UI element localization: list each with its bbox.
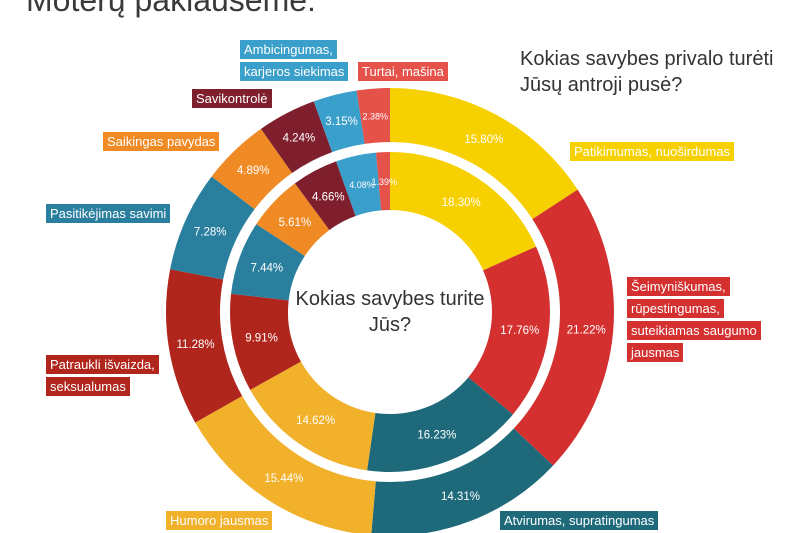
legend-label-line: Turtai, mašina: [358, 62, 448, 81]
legend-label: Ambicingumas, karjeros siekimas: [240, 40, 349, 84]
inner-ring-segment-2: [367, 377, 513, 472]
legend-label: Pasitikėjimas savimi: [46, 204, 171, 226]
outer-ring-segment-0: [390, 88, 578, 220]
legend-label-line: Pasitikėjimas savimi: [46, 204, 171, 223]
inner-ring-title: Kokias savybes turite Jūs?: [295, 288, 485, 336]
legend-label: Šeimyniškumas, rūpestingumas, suteikiamas …: [627, 277, 761, 365]
inner-ring-value-label: 4.08%: [349, 180, 375, 190]
outer-ring-segment-1: [513, 189, 614, 466]
inner-ring-segment-8: [336, 152, 382, 216]
inner-ring-segment-7: [294, 161, 356, 230]
outer-ring-segment-9: [356, 88, 390, 144]
inner-ring-value-label: 9.91%: [245, 333, 278, 345]
inner-ring-segment-9: [376, 152, 390, 211]
legend-label: Savikontrolė: [192, 89, 272, 111]
legend-label-line: Saikingas pavydas: [103, 132, 220, 151]
outer-ring-segment-4: [166, 269, 243, 423]
inner-ring-value-label: 17.76%: [500, 325, 539, 337]
legend-label-line: rūpestingumas,: [627, 299, 724, 318]
page-title: Moterų paklausėme:: [26, 0, 316, 18]
inner-ring-segment-1: [468, 246, 550, 415]
inner-ring-value-label: 14.62%: [296, 415, 335, 427]
outer-ring-title: Kokias savybes privalo turėti Jūsų antro…: [520, 48, 774, 96]
legend-label: Humoro jausmas: [166, 511, 273, 533]
inner-ring-value-label: 7.44%: [251, 262, 284, 274]
legend-label-line: seksualumas: [46, 377, 130, 396]
outer-ring-segment-2: [371, 428, 554, 533]
outer-ring-segment-6: [211, 128, 293, 210]
outer-ring-segment-5: [170, 176, 255, 280]
legend-label-line: suteikiamas saugumo: [627, 321, 761, 340]
legend-label: Turtai, mašina: [358, 62, 448, 84]
legend-label-line: Ambicingumas,: [240, 40, 337, 59]
legend-label-line: jausmas: [627, 343, 684, 362]
inner-ring-value-label: 1.39%: [372, 177, 398, 187]
inner-ring-segment-5: [231, 224, 305, 301]
legend-label: Atvirumas, supratingumas: [500, 511, 659, 533]
legend-label-line: Šeimyniškumas,: [627, 277, 730, 296]
inner-ring-segment-0: [390, 152, 537, 271]
legend-label-line: Atvirumas, supratingumas: [500, 511, 659, 530]
outer-ring-segment-3: [195, 395, 376, 533]
outer-ring-value-label: 11.28%: [177, 339, 215, 351]
legend-label-line: Patraukli išvaizda,: [46, 355, 159, 374]
outer-ring-segment-8: [313, 90, 365, 153]
inner-ring-value-label: 18.30%: [442, 197, 481, 209]
outer-ring-value-label: 4.24%: [283, 132, 316, 144]
outer-ring-value-label: 3.15%: [325, 116, 358, 128]
legend-label: Patraukli išvaizda, seksualumas: [46, 355, 159, 399]
inner-ring-value-label: 5.61%: [279, 217, 312, 229]
outer-ring-value-label: 7.28%: [194, 227, 227, 239]
outer-ring-segment-7: [260, 101, 333, 174]
inner-ring-value-label: 16.23%: [417, 429, 456, 441]
outer-ring-value-label: 15.80%: [464, 134, 503, 146]
legend-label-line: Savikontrolė: [192, 89, 272, 108]
outer-ring-value-label: 4.89%: [237, 165, 270, 177]
legend-label: Saikingas pavydas: [103, 132, 220, 154]
legend-label-line: karjeros siekimas: [240, 62, 349, 81]
legend-label-line: Patikimumas, nuoširdumas: [570, 142, 735, 161]
outer-ring-value-label: 15.44%: [264, 473, 303, 485]
outer-ring-value-label: 2.38%: [363, 112, 389, 122]
inner-ring-segment-3: [250, 361, 376, 471]
legend-label: Patikimumas, nuoširdumas: [570, 142, 735, 164]
legend-label-line: Humoro jausmas: [166, 511, 273, 530]
inner-ring-segment-6: [256, 183, 330, 256]
inner-ring-value-label: 4.66%: [312, 191, 345, 203]
inner-ring-segment-4: [230, 293, 301, 390]
outer-ring-value-label: 14.31%: [441, 491, 480, 503]
outer-ring-value-label: 21.22%: [567, 324, 606, 336]
